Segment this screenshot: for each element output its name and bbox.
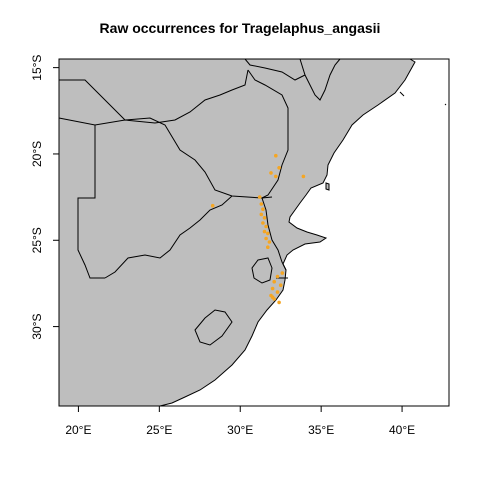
border-line — [104, 195, 233, 279]
land-mass — [58, 58, 416, 407]
occurrence-point — [264, 236, 268, 241]
x-axis: 20°E 25°E 30°E 35°E 40°E — [65, 406, 415, 437]
x-tick-label: 40°E — [389, 423, 415, 437]
border-line — [124, 117, 273, 199]
border-line — [194, 309, 233, 346]
occurrence-point — [275, 274, 280, 279]
occurrence-point — [270, 286, 275, 291]
border-line — [58, 69, 249, 126]
border-line — [251, 257, 273, 284]
plot-frame — [58, 58, 450, 407]
occurrence-point — [274, 174, 278, 179]
occurrence-point — [275, 290, 280, 294]
occurrence-point — [301, 174, 306, 179]
y-tick-label: 25°S — [30, 227, 44, 253]
border-line — [444, 103, 447, 106]
occurrence-point — [210, 203, 215, 208]
occurrence-point — [266, 245, 270, 249]
y-tick-label: 20°S — [30, 141, 44, 167]
occurrence-point — [259, 212, 264, 217]
occurrence-point — [277, 300, 281, 305]
y-tick-label: 30°S — [30, 314, 44, 340]
occurrence-point — [280, 271, 285, 275]
occurrence-point — [262, 216, 267, 220]
x-tick-label: 20°E — [65, 423, 91, 437]
y-axis: 15°S 20°S 25°S 30°S — [30, 55, 59, 340]
occurrence-point — [270, 295, 275, 300]
x-tick-label: 30°E — [227, 423, 253, 437]
occurrence-point — [262, 229, 267, 234]
occurrence-points — [210, 153, 306, 305]
occurrence-point — [259, 202, 264, 206]
island — [325, 182, 330, 191]
occurrence-point — [277, 166, 281, 170]
border-line — [77, 125, 105, 279]
border-line — [299, 58, 341, 101]
occurrence-point — [264, 224, 268, 229]
occurrence-point — [272, 279, 277, 284]
border-line — [399, 91, 405, 97]
occurrence-point — [269, 171, 273, 175]
border-line — [244, 58, 306, 81]
border-line — [261, 197, 287, 271]
land-layer — [58, 58, 416, 407]
border-line — [247, 69, 289, 199]
occurrence-point — [267, 240, 272, 244]
page-title: Raw occurrences for Tragelaphus_angasii — [99, 20, 381, 36]
occurrence-point — [261, 207, 265, 211]
y-tick-label: 15°S — [30, 55, 44, 81]
x-tick-label: 25°E — [146, 423, 172, 437]
border-line — [59, 79, 126, 121]
occurrence-point — [257, 195, 262, 199]
country-borders — [58, 58, 447, 346]
occurrence-point — [278, 283, 283, 288]
occurrence-point — [261, 221, 265, 225]
occurrence-point — [266, 231, 270, 236]
x-tick-label: 35°E — [308, 423, 334, 437]
occurrence-point — [274, 153, 278, 158]
